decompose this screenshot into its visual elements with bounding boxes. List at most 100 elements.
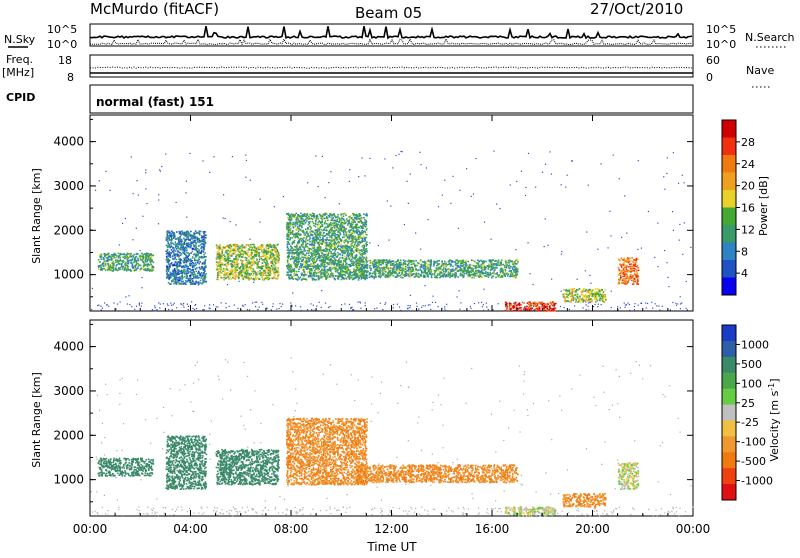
echo-point — [136, 253, 138, 255]
echo-point — [193, 271, 195, 273]
noise-point — [680, 308, 681, 309]
noise-point — [369, 158, 370, 159]
echo-point — [320, 275, 322, 277]
echo-point — [354, 242, 356, 244]
echo-point — [348, 246, 350, 248]
echo-point — [216, 268, 218, 270]
echo-point — [180, 249, 182, 251]
echo-point — [185, 234, 187, 236]
echo-point — [342, 278, 344, 280]
echo-point — [298, 276, 300, 278]
beam-title: Beam 05 — [355, 4, 422, 22]
noise-point — [424, 285, 425, 286]
echo-point — [278, 256, 280, 258]
echo-point — [123, 260, 125, 262]
noise-point — [593, 306, 594, 307]
noise-point — [442, 195, 443, 196]
echo-point — [185, 235, 187, 237]
noise-point — [213, 304, 214, 305]
echo-point — [179, 265, 181, 267]
echo-point — [236, 261, 238, 263]
echo-point — [314, 275, 316, 277]
echo-point — [185, 264, 187, 266]
noise-point — [98, 305, 99, 306]
noise-point — [408, 203, 409, 204]
echo-point — [331, 236, 333, 238]
noise-point — [249, 239, 250, 240]
noise-point — [611, 291, 612, 292]
echo-point — [287, 229, 289, 231]
echo-point — [298, 220, 300, 222]
echo-point — [251, 249, 253, 251]
echo-point — [329, 267, 331, 269]
echo-point — [200, 244, 202, 246]
echo-point — [198, 281, 200, 283]
echo-point — [141, 268, 143, 270]
noise-point — [527, 242, 528, 243]
echo-point — [202, 282, 204, 284]
echo-point — [351, 275, 353, 277]
echo-point — [321, 272, 323, 274]
noise-point — [496, 204, 497, 205]
noise-point — [679, 224, 680, 225]
noise-point — [378, 245, 379, 246]
echo-point — [198, 232, 200, 234]
echo-point — [314, 243, 316, 245]
echo-point — [173, 248, 175, 250]
echo-point — [221, 277, 223, 279]
echo-point — [298, 261, 300, 263]
noise-point — [186, 181, 187, 182]
echo-point — [347, 273, 349, 275]
echo-point — [132, 256, 134, 258]
noise-point — [597, 249, 598, 250]
echo-point — [330, 213, 332, 215]
noise-point — [235, 224, 236, 225]
echo-point — [99, 265, 101, 267]
echo-point — [287, 262, 289, 264]
noise-point — [428, 304, 429, 305]
echo-point — [345, 259, 347, 261]
echo-point — [276, 278, 278, 280]
echo-point — [289, 229, 291, 231]
noise-point — [262, 304, 263, 305]
echo-point — [349, 231, 351, 233]
echo-point — [315, 242, 317, 244]
echo-point — [301, 255, 303, 257]
echo-point — [308, 255, 310, 257]
echo-point — [244, 273, 246, 275]
noise-point — [528, 153, 529, 154]
cpid-label: CPID — [6, 91, 35, 104]
echo-point — [308, 218, 310, 220]
echo-point — [166, 266, 168, 268]
echo-point — [288, 264, 290, 266]
echo-point — [291, 270, 293, 272]
echo-point — [361, 218, 363, 220]
noise-point — [478, 302, 479, 303]
echo-point — [175, 238, 177, 240]
echo-point — [325, 230, 327, 232]
echo-point — [323, 272, 325, 274]
echo-point — [327, 249, 329, 251]
echo-point — [353, 237, 355, 239]
echo-point — [185, 232, 187, 234]
echo-point — [333, 257, 335, 259]
echo-point — [246, 257, 248, 259]
noise-point — [638, 160, 639, 161]
echo-point — [134, 259, 136, 261]
echo-point — [309, 250, 311, 252]
echo-point — [326, 262, 328, 264]
echo-point — [318, 254, 320, 256]
echo-point — [111, 265, 113, 267]
echo-point — [174, 263, 176, 265]
echo-point — [185, 250, 187, 252]
echo-point — [233, 253, 235, 255]
echo-point — [112, 270, 114, 272]
noise-point — [217, 306, 218, 307]
echo-point — [246, 265, 248, 267]
echo-point — [331, 276, 333, 278]
noise-point — [290, 302, 291, 303]
echo-point — [168, 253, 170, 255]
noise-point — [486, 303, 487, 304]
noise-point — [95, 190, 96, 191]
echo-point — [298, 248, 300, 250]
